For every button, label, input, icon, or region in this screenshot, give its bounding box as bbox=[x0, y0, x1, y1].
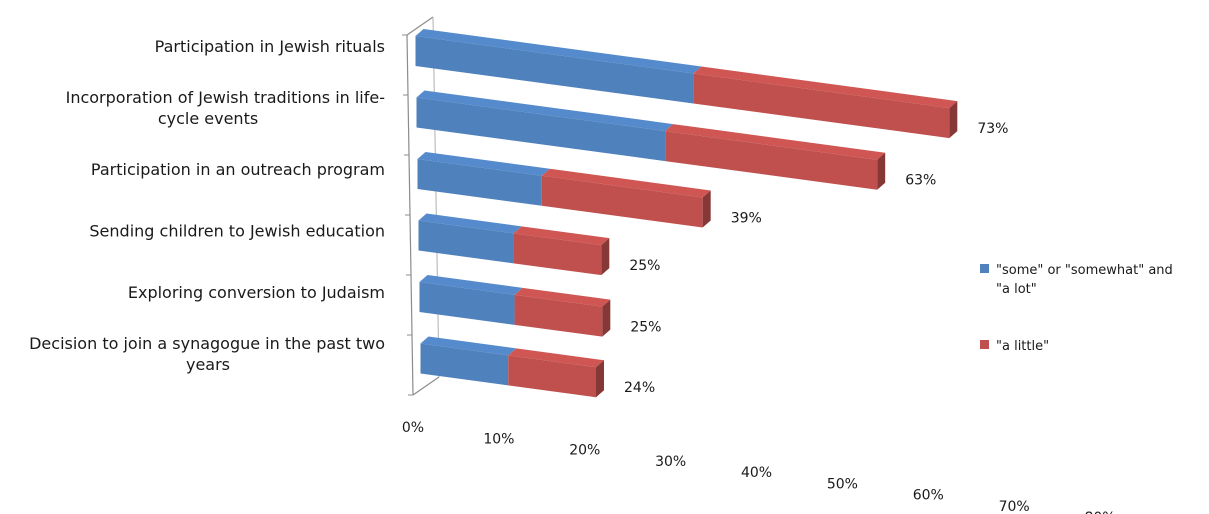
data-label: 39% bbox=[731, 211, 762, 227]
x-tick-label: 0% bbox=[402, 420, 424, 436]
bar-segment-some-a-lot bbox=[419, 282, 515, 325]
category-label: years bbox=[186, 355, 230, 374]
bar-segment-a-little bbox=[665, 131, 878, 190]
bar-segment-a-little-top bbox=[513, 226, 610, 246]
category-label: Incorporation of Jewish traditions in li… bbox=[66, 88, 385, 107]
x-tick-label: 60% bbox=[913, 488, 944, 504]
data-labels: 73% 63% 39% 25% 25% 24% bbox=[624, 121, 1008, 396]
legend: "some" or "somewhat" and "a lot" "a little… bbox=[980, 263, 1173, 354]
legend-label: "a little" bbox=[996, 339, 1049, 354]
bar-segment-some-a-lot-top bbox=[419, 275, 523, 295]
back-wall-edge bbox=[406, 16, 434, 36]
bar-segment-a-little-end bbox=[602, 299, 611, 337]
chart-axes bbox=[402, 16, 440, 396]
bar-segment-a-little-end bbox=[949, 101, 958, 139]
category-labels: Participation in Jewish rituals Incorpora… bbox=[29, 37, 385, 374]
category-label: Sending children to Jewish education bbox=[89, 222, 385, 241]
legend-label: "a lot" bbox=[996, 282, 1037, 297]
data-label: 25% bbox=[629, 258, 660, 274]
data-label: 73% bbox=[977, 121, 1008, 137]
legend-label: "some" or "somewhat" and bbox=[996, 263, 1173, 278]
bar-segment-a-little-top bbox=[541, 168, 711, 198]
bar-segment-a-little-end bbox=[596, 360, 604, 398]
bar-segment-some-a-lot bbox=[417, 159, 542, 206]
bar-segment-some-a-lot bbox=[415, 36, 694, 104]
x-axis-tick-labels: 0% 10% 20% 30% 40% 50% 60% 70% 80% bbox=[402, 420, 1116, 514]
category-label: Participation in Jewish rituals bbox=[155, 37, 385, 56]
bar-segment-a-little bbox=[541, 175, 703, 228]
back-wall-line bbox=[432, 16, 440, 378]
bar-segment-some-a-lot-top bbox=[418, 213, 522, 234]
x-tick-label: 20% bbox=[569, 443, 600, 459]
bar-segment-a-little bbox=[693, 73, 950, 139]
bar-segment-a-little bbox=[508, 355, 596, 398]
bar-segment-a-little-end bbox=[702, 190, 711, 228]
x-tick-label: 40% bbox=[741, 465, 772, 481]
category-label: Participation in an outreach program bbox=[91, 160, 385, 179]
bar-segment-a-little bbox=[513, 233, 602, 276]
legend-swatch bbox=[980, 340, 989, 349]
category-label: cycle events bbox=[158, 109, 258, 128]
bar-segment-a-little-top bbox=[514, 287, 611, 307]
bar-segment-some-a-lot bbox=[416, 97, 666, 162]
legend-swatch bbox=[980, 264, 989, 273]
data-label: 24% bbox=[624, 380, 655, 396]
bar-segment-some-a-lot bbox=[420, 343, 509, 386]
bar-segment-a-little-end bbox=[601, 238, 610, 276]
chart-bars bbox=[415, 29, 958, 398]
bar-segment-some-a-lot-top bbox=[417, 152, 550, 176]
x-tick-label: 30% bbox=[655, 454, 686, 470]
category-label: Exploring conversion to Judaism bbox=[128, 283, 385, 302]
bar-segment-a-little-top bbox=[693, 66, 958, 109]
x-tick-label: 70% bbox=[999, 499, 1030, 514]
bar-segment-some-a-lot bbox=[418, 220, 514, 264]
bar-segment-a-little-top bbox=[665, 124, 886, 160]
category-label: Decision to join a synagogue in the past… bbox=[29, 334, 385, 353]
bar-segment-a-little bbox=[514, 294, 603, 337]
data-label: 25% bbox=[630, 320, 661, 336]
bar-segment-some-a-lot-top bbox=[415, 29, 702, 74]
bar-segment-a-little-end bbox=[877, 152, 886, 190]
x-tick-label: 50% bbox=[827, 476, 858, 492]
bar-segment-some-a-lot-top bbox=[416, 90, 674, 132]
floor-depth-edge bbox=[412, 376, 440, 396]
x-tick-label: 10% bbox=[483, 431, 514, 447]
bar-segment-some-a-lot-top bbox=[420, 336, 517, 356]
data-label: 63% bbox=[905, 173, 936, 189]
x-tick-label: 80% bbox=[1084, 510, 1115, 514]
bar-segment-a-little-top bbox=[508, 348, 604, 368]
